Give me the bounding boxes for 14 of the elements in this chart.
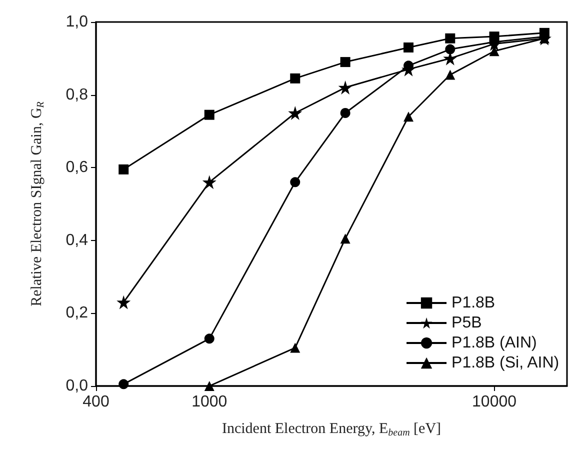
x-tick-label: 400 <box>82 394 110 410</box>
y-tick-label: 0,6 <box>66 159 88 176</box>
legend-label: P1.8B <box>452 294 496 312</box>
y-tick-label: 0,8 <box>66 86 88 104</box>
y-tick-label: 0,0 <box>66 378 88 394</box>
y-tick-label: 0,4 <box>66 232 88 249</box>
y-axis-title: Relative Electron SIgnal Gain, GR <box>29 102 46 306</box>
legend-label: P5B <box>452 314 482 332</box>
legend-label: P1.8B (Si, AIN) <box>452 354 560 372</box>
y-tick-label: 0,2 <box>66 304 88 322</box>
y-tick-label: 1,0 <box>66 14 88 30</box>
x-tick-label: 10000 <box>472 394 517 410</box>
legend-label: P1.8B (AIN) <box>452 334 537 352</box>
x-tick-label: 1000 <box>192 394 228 410</box>
